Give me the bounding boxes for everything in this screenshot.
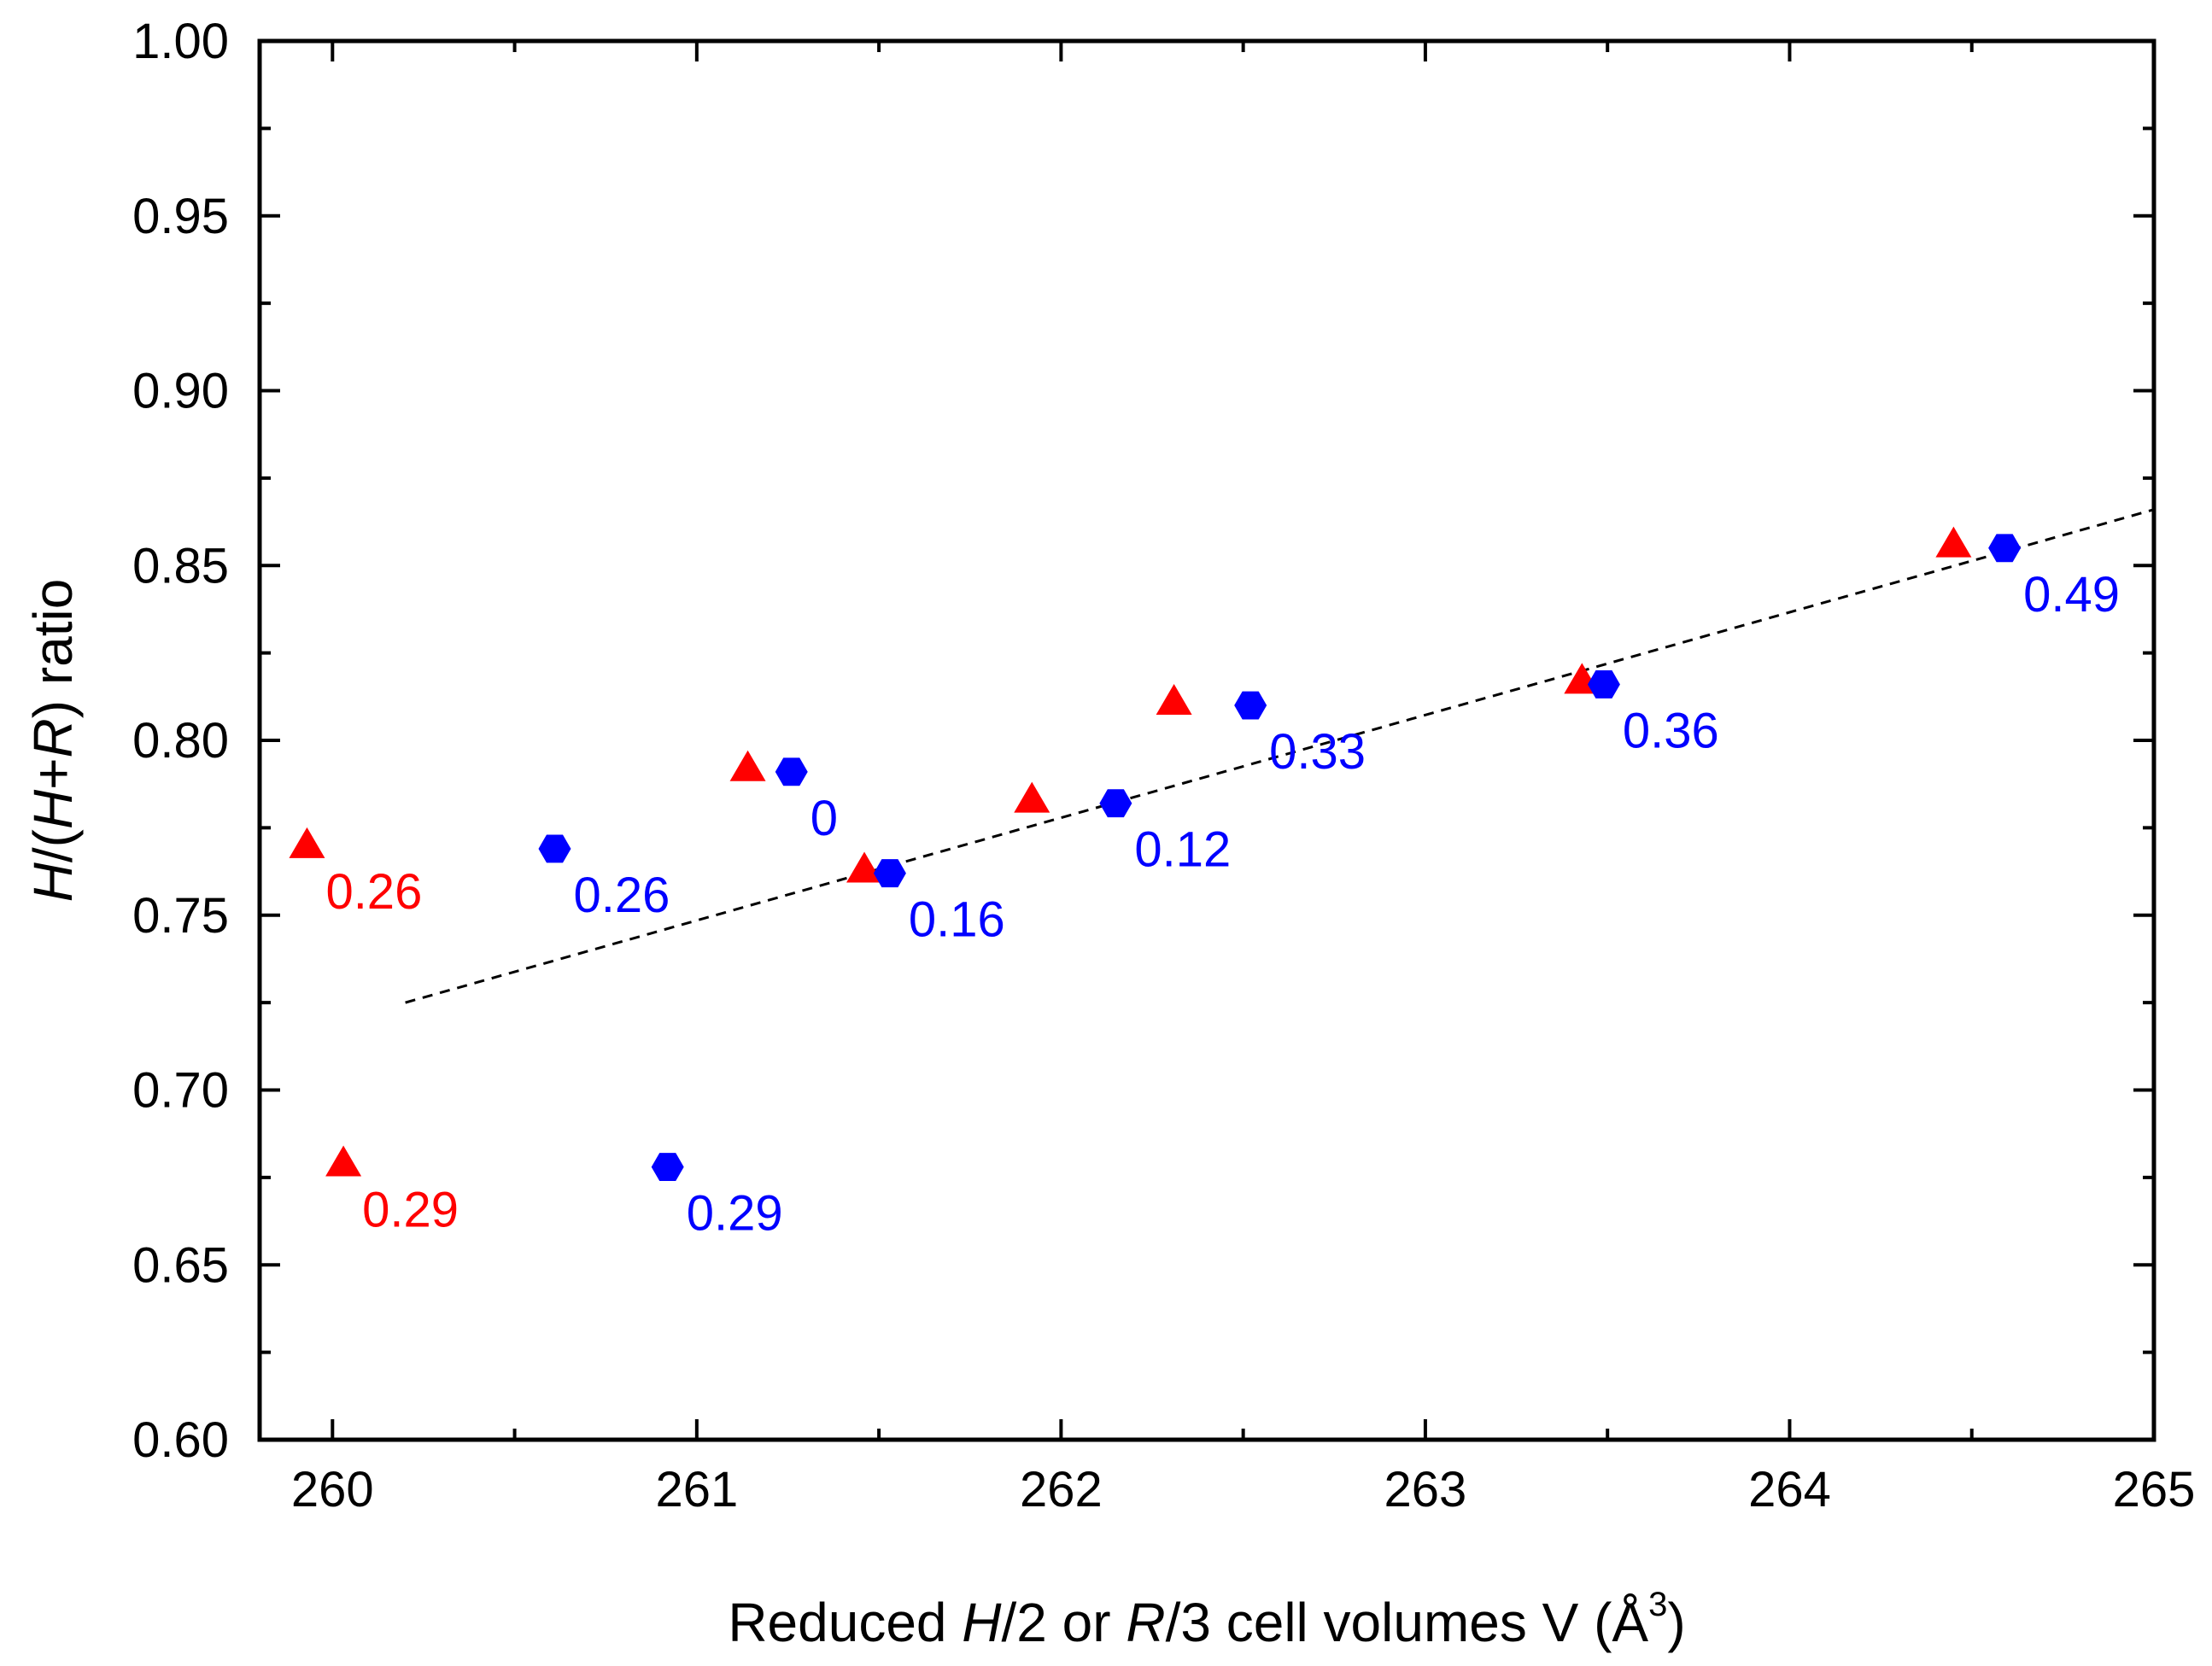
y-tick-label: 0.75: [132, 888, 229, 944]
y-tick-label: 0.70: [132, 1063, 229, 1119]
y-tick-label: 0.85: [132, 538, 229, 593]
red-triangle-marker: [1935, 526, 1972, 558]
x-axis-title-superscript: 3: [1648, 1586, 1667, 1623]
y-axis-title-part5: R: [22, 718, 84, 757]
plot-frame: [257, 38, 2156, 1442]
y-tick-label: 1.00: [132, 14, 229, 69]
data-points: 0.26 0.29 0.26 0.29 0 0.16 0.12 0.33 0.36 0.49: [289, 526, 2120, 1242]
blue-hexagon-marker: [1234, 691, 1267, 720]
y-axis-title-part6: ) ratio: [22, 579, 84, 719]
red-triangle-marker: [846, 851, 883, 883]
y-tick-label: 0.60: [132, 1412, 229, 1468]
red-triangle-marker: [325, 1145, 362, 1177]
x-axis-title-part7: ): [1667, 1592, 1685, 1653]
x-axis-title-part2: H: [962, 1592, 1002, 1653]
red-point-label: 0.26: [325, 864, 422, 920]
x-axis-title-part3: /2 or: [1002, 1592, 1126, 1653]
blue-hexagon-marker: [873, 859, 906, 888]
blue-point-label: 0.33: [1269, 724, 1366, 780]
blue-point-label: 0.26: [573, 868, 670, 923]
y-tick-label: 0.95: [132, 189, 229, 244]
x-tick-label: 261: [655, 1462, 738, 1517]
blue-point-label: 0.36: [1623, 703, 1719, 758]
blue-point-label: 0: [810, 791, 838, 846]
red-point-label: 0.29: [362, 1182, 459, 1237]
x-tick-label: 265: [2113, 1462, 2196, 1517]
blue-hexagon-marker: [1587, 670, 1620, 699]
blue-hexagon-marker: [775, 757, 808, 786]
y-axis-title: H/(H+R) ratio: [22, 579, 84, 903]
x-axis-title-part4: R: [1126, 1592, 1165, 1653]
x-axis-title: Reduced H/2 or R/3 cell volumes V (Å3): [728, 1586, 1685, 1653]
red-triangle-marker: [1014, 781, 1050, 813]
blue-hexagon-marker: [651, 1153, 684, 1182]
y-axis-title-part2: /(: [22, 829, 84, 862]
red-triangle-marker: [289, 827, 325, 858]
red-triangle-marker: [729, 750, 766, 781]
y-axis-title-part1: H: [22, 862, 84, 902]
axis-ticks: 260 261 262 263 264 265 0.60 0.65 0.70 0.75 0.80 0.…: [132, 14, 2195, 1517]
y-tick-label: 0.80: [132, 713, 229, 769]
y-tick-label: 0.90: [132, 364, 229, 419]
x-tick-label: 260: [291, 1462, 374, 1517]
blue-hexagon-marker: [538, 834, 571, 863]
x-tick-label: 264: [1748, 1462, 1831, 1517]
trend-line: [405, 508, 2155, 1004]
blue-hexagon-marker: [1099, 789, 1132, 818]
blue-point-label: 0.16: [909, 892, 1005, 948]
x-tick-label: 262: [1020, 1462, 1103, 1517]
red-triangle-marker: [1156, 683, 1192, 715]
y-tick-label: 0.65: [132, 1237, 229, 1293]
y-axis-title-part4: +: [22, 757, 84, 789]
y-axis-title-part3: H: [22, 789, 84, 829]
x-axis-title-part5: /3 cell volumes V (Å: [1166, 1592, 1649, 1653]
blue-point-label: 0.49: [2023, 567, 2120, 623]
x-axis-title-part1: Reduced: [728, 1592, 962, 1653]
blue-hexagon-marker: [1988, 534, 2022, 563]
x-tick-label: 263: [1384, 1462, 1467, 1517]
blue-point-label: 0.12: [1134, 822, 1231, 878]
blue-point-label: 0.29: [687, 1186, 783, 1242]
